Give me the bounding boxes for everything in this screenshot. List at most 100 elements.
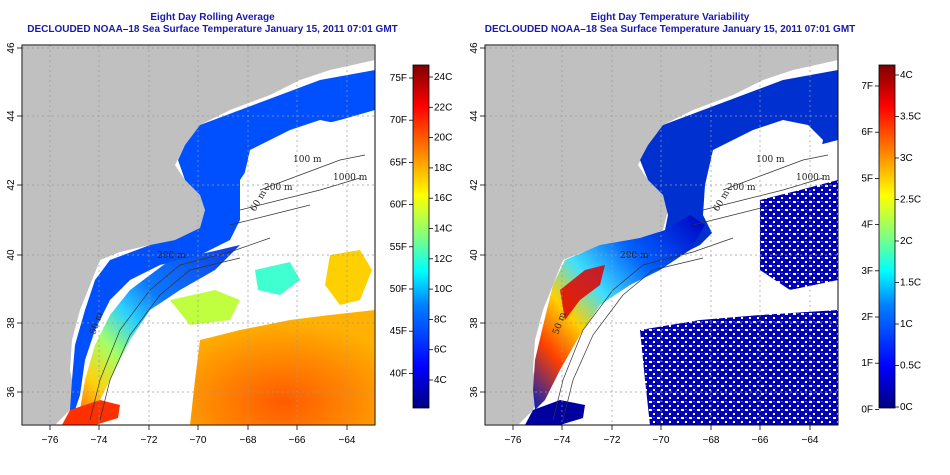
colorbar-ticks: 75F 70F 65F 60F 55F 50F 45F 40F 24C 22C 20C 18C 16C 1… [390, 70, 921, 415]
colorbar-f-label: 4F [861, 220, 873, 231]
cyan-patch [255, 262, 300, 295]
colorbar-c-label: 1C [900, 319, 913, 330]
colorbar-average [412, 64, 430, 409]
bathymetry-contours-right [552, 154, 829, 421]
y-tick-label: 46 [6, 42, 17, 54]
colorbar-f-label: 65F [390, 157, 407, 168]
x-tick-label: −68 [703, 435, 720, 446]
x-tick-label: −64 [339, 435, 356, 446]
colorbar-f-label: 40F [390, 368, 407, 379]
contour-label-1000m-right: 1000 m [796, 173, 831, 183]
cold-shelf-water [70, 70, 375, 410]
colorbar-f-label: 55F [390, 242, 407, 253]
colorbar-c-label: 0.5C [900, 361, 921, 372]
map-panel-variability: 100 m 200 m 1000 m 200 m 60 m 50 m [484, 44, 839, 426]
contour-label-100m-left: 100 m [293, 155, 322, 165]
colorbar-c-label: 1.5C [900, 278, 921, 289]
offshore-speckle-north [760, 180, 838, 290]
colorbar-f-label: 2F [861, 312, 873, 323]
x-tick-label: −72 [141, 435, 158, 446]
title-right: Eight Day Temperature Variability DECLOU… [455, 12, 885, 36]
colorbar-f-label: 0F [861, 404, 873, 415]
grid-right [485, 45, 838, 425]
x-tick-label: −74 [91, 435, 108, 446]
x-tick-label: −64 [802, 435, 819, 446]
offshore-speckle [640, 310, 838, 425]
contour-label-200m-left-a: 200 m [264, 183, 293, 193]
y-tick-label: 38 [6, 317, 17, 329]
x-tick-label: −72 [604, 435, 621, 446]
contour-label-100m-right: 100 m [756, 155, 785, 165]
x-tick-label: −70 [190, 435, 207, 446]
colorbar-variability [878, 64, 896, 409]
colorbar-c-label: 2C [900, 236, 913, 247]
colorbar-c-label: 16C [434, 193, 452, 204]
y-tick-label: 36 [6, 386, 17, 398]
colorbar-c-label: 12C [434, 254, 452, 265]
contour-label-200m-right-a: 200 m [727, 183, 756, 193]
contour-label-1000m-left: 1000 m [333, 173, 368, 183]
colorbar-f-label: 75F [390, 73, 407, 84]
colorbar-c-label: 22C [434, 102, 452, 113]
colorbar-c-label: 0C [900, 402, 913, 413]
colorbar-f-label: 7F [861, 81, 873, 92]
colorbar-f-label: 5F [861, 173, 873, 184]
x-tick-label: −66 [752, 435, 769, 446]
colorbar-f-label: 50F [390, 284, 407, 295]
contour-label-200m-left-b: 200 m [157, 251, 186, 261]
y-tick-label: 36 [469, 386, 480, 398]
colorbar-f-label: 60F [390, 200, 407, 211]
colorbar-f-label: 45F [390, 326, 407, 337]
warm-stream-patch [62, 400, 120, 425]
x-tick-label: −76 [42, 435, 59, 446]
colorbar-c-label: 18C [434, 163, 452, 174]
y-tick-label: 44 [6, 110, 17, 122]
y-tick-label: 44 [469, 110, 480, 122]
warm-offshore-water [190, 310, 375, 425]
bathymetry-contours-left [89, 154, 366, 421]
red-hotspot [560, 265, 605, 320]
title-left: Eight Day Rolling Average DECLOUDED NOAA… [0, 12, 425, 36]
high-variability-shelf [533, 215, 705, 410]
title-left-line2: DECLOUDED NOAA–18 Sea Surface Temperatur… [27, 24, 398, 35]
x-tick-label: −76 [505, 435, 522, 446]
contour-label-200m-right-b: 200 m [620, 251, 649, 261]
colorbar-c-label: 14C [434, 224, 452, 235]
yellow-green-patch [170, 290, 240, 325]
y-tick-label: 38 [469, 317, 480, 329]
gulf-of-maine-clear [240, 120, 360, 235]
map-panel-average: 100 m 200 m 1000 m 200 m 60 m 50 m [21, 44, 376, 426]
y-tick-label: 42 [469, 179, 480, 191]
colorbar-f-label: 70F [390, 115, 407, 126]
grid-left [22, 45, 375, 425]
colorbar-c-label: 10C [434, 284, 452, 295]
colorbar-c-label: 2.5C [900, 195, 921, 206]
colorbar-c-label: 6C [434, 345, 447, 356]
yellow-patch [325, 250, 372, 305]
colorbar-c-label: 20C [434, 133, 452, 144]
y-tick-label: 40 [6, 249, 17, 261]
title-left-line1: Eight Day Rolling Average [150, 12, 275, 23]
title-right-line2: DECLOUDED NOAA–18 Sea Surface Temperatur… [484, 24, 856, 35]
colorbar-f-label: 1F [861, 358, 873, 369]
colorbar-f-label: 3F [861, 266, 873, 277]
colorbar-c-label: 3.5C [900, 112, 921, 123]
title-right-line1: Eight Day Temperature Variability [590, 12, 750, 23]
y-tick-label: 40 [469, 249, 480, 261]
gulf-of-maine-clear-right [703, 120, 823, 235]
colorbar-c-label: 8C [434, 314, 447, 325]
colorbar-c-label: 24C [434, 72, 452, 83]
y-tick-label: 46 [469, 42, 480, 54]
colorbar-c-label: 3C [900, 153, 913, 164]
x-tick-label: −68 [240, 435, 257, 446]
colorbar-c-label: 4C [900, 70, 913, 81]
land-mass-right [485, 45, 838, 425]
axis-ticks: −76 −74 −72 −70 −68 −66 −64 46 44 42 40 38 36 −76 −74 −… [6, 42, 819, 446]
x-tick-label: −70 [653, 435, 670, 446]
x-tick-label: −66 [289, 435, 306, 446]
y-tick-label: 42 [6, 179, 17, 191]
x-tick-label: −74 [554, 435, 571, 446]
land-mass [22, 45, 375, 425]
colorbar-c-label: 4C [434, 375, 447, 386]
